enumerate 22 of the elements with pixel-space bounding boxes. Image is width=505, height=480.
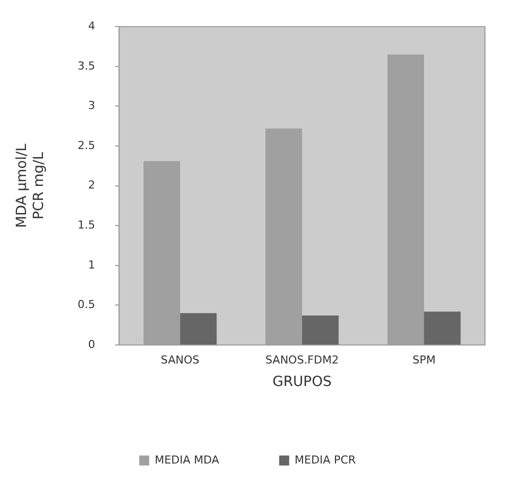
y-tick-label: 3.5 bbox=[78, 59, 96, 72]
bar bbox=[143, 161, 180, 344]
y-tick-label: 0.5 bbox=[78, 298, 96, 312]
bar bbox=[424, 312, 461, 344]
y-tick-label: 2 bbox=[88, 178, 96, 192]
x-axis-title: GRUPOS bbox=[272, 374, 332, 390]
x-tick-label: SANOS bbox=[160, 353, 200, 366]
y-tick-label: 1.5 bbox=[78, 218, 96, 232]
y-tick-label: 0 bbox=[88, 338, 96, 351]
bar bbox=[387, 54, 424, 344]
x-tick-label: SPM bbox=[412, 353, 436, 366]
y-tick-label: 4 bbox=[88, 19, 96, 32]
y-tick-label: 3 bbox=[88, 99, 96, 112]
bar bbox=[265, 128, 302, 344]
bar bbox=[302, 316, 339, 344]
legend-label: MEDIA PCR bbox=[294, 453, 356, 466]
y-tick-label: 1 bbox=[88, 258, 96, 272]
y-axis-title: MDA µmol/L PCR mg/L bbox=[14, 144, 47, 228]
legend-label: MEDIA MDA bbox=[154, 453, 220, 466]
x-tick-label: SANOS.FDM2 bbox=[265, 353, 339, 366]
y-tick-label: 2.5 bbox=[78, 138, 96, 152]
bar bbox=[180, 313, 217, 344]
